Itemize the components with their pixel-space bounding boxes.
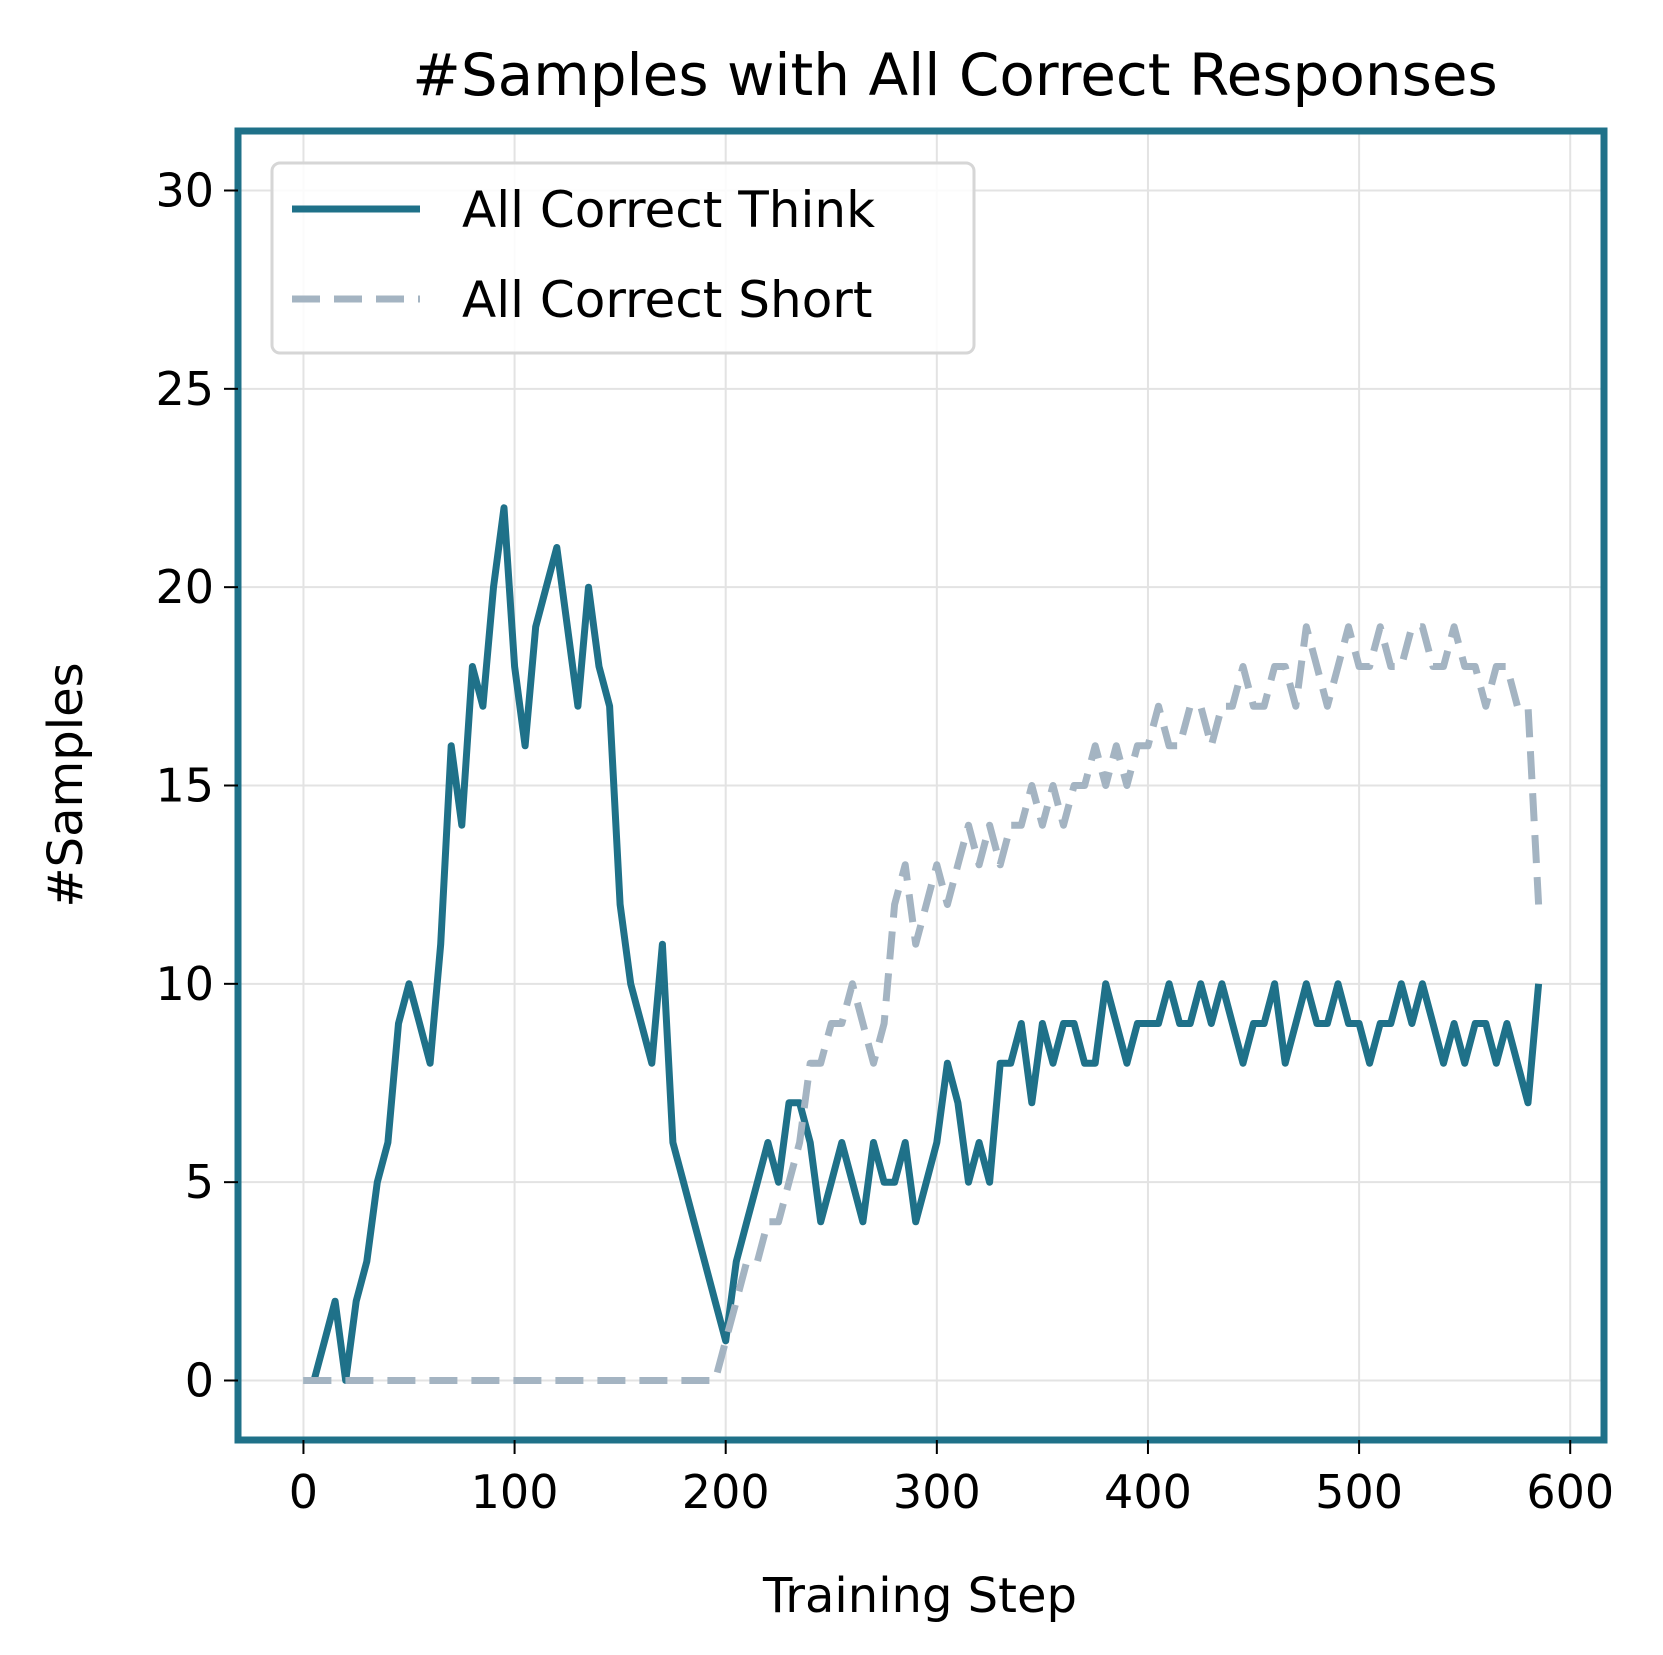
series-layer [303,504,1543,1384]
legend: All Correct Think All Correct Short [270,161,976,355]
x-tick-label: 500 [1315,1465,1403,1519]
ticks: 0 100 200 300 400 500 600 0 5 10 15 20 25 30 [155,164,1614,1520]
y-tick-label: 25 [155,362,214,416]
x-tick-label: 0 [289,1465,318,1519]
x-tick-label: 600 [1526,1465,1614,1519]
x-tick-label: 300 [893,1465,981,1519]
x-axis-label: Training Step [762,1568,1077,1624]
series-line-all-correct-short [303,623,1543,1384]
y-tick-label: 30 [155,164,214,218]
legend-label-think: All Correct Think [462,181,875,239]
y-tick-label: 5 [185,1155,214,1209]
x-tick-label: 100 [471,1465,559,1519]
y-tick-label: 10 [155,957,214,1011]
y-tick-label: 20 [155,560,214,614]
chart-title: #Samples with All Correct Responses [412,41,1497,109]
y-tick-label: 0 [185,1354,214,1408]
y-tick-label: 15 [155,759,214,813]
x-tick-label: 400 [1104,1465,1192,1519]
legend-label-short: All Correct Short [462,271,872,329]
series-line-all-correct-think [303,504,1543,1384]
legend-box [270,161,976,355]
x-tick-label: 200 [682,1465,770,1519]
y-axis-label: #Samples [38,662,94,907]
